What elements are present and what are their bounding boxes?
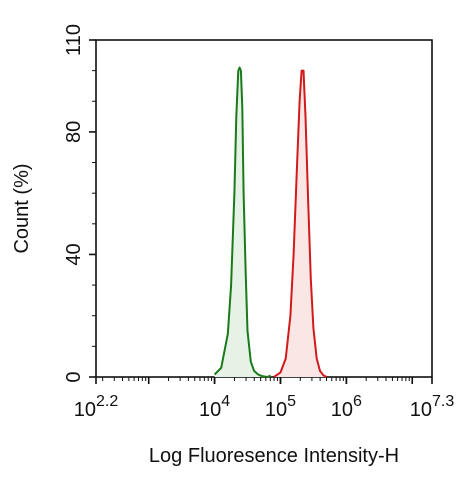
x-tick-label: 106 (331, 393, 362, 421)
y-tick-label: 80 (63, 121, 85, 143)
x-tick-base: 10 (265, 399, 287, 421)
x-tick-exponent: 7.3 (432, 393, 454, 410)
series-layer (213, 66, 328, 378)
x-tick-exponent: 2.2 (96, 393, 118, 410)
x-tick-label: 102.2 (74, 393, 119, 421)
x-tick-base: 10 (199, 399, 221, 421)
series-1-line (213, 66, 272, 378)
x-tick-label: 105 (265, 393, 296, 421)
series-2-line (273, 69, 328, 378)
plot-area (95, 39, 433, 378)
x-axis: 102.2 104 105 106 107.3 (74, 377, 455, 421)
y-tick-label: 0 (63, 371, 85, 382)
x-tick-exponent: 5 (287, 393, 296, 410)
x-tick-base: 10 (74, 399, 96, 421)
series-2-fill (273, 70, 327, 377)
x-tick-exponent: 6 (353, 393, 362, 410)
x-tick-exponent: 4 (221, 393, 230, 410)
y-tick-label: 40 (63, 243, 85, 265)
plot-frame (95, 39, 433, 378)
x-tick-label: 104 (199, 393, 230, 421)
y-axis: 0 40 80 110 (63, 24, 96, 383)
series-1-fill (214, 67, 271, 377)
x-tick-base: 10 (410, 399, 432, 421)
y-axis-title: Count (%) (11, 163, 33, 253)
y-tick-label: 110 (63, 24, 85, 56)
x-tick-label: 107.3 (410, 393, 455, 421)
x-axis-title: Log Fluoresence Intensity-H (149, 445, 399, 467)
x-tick-base: 10 (331, 399, 353, 421)
